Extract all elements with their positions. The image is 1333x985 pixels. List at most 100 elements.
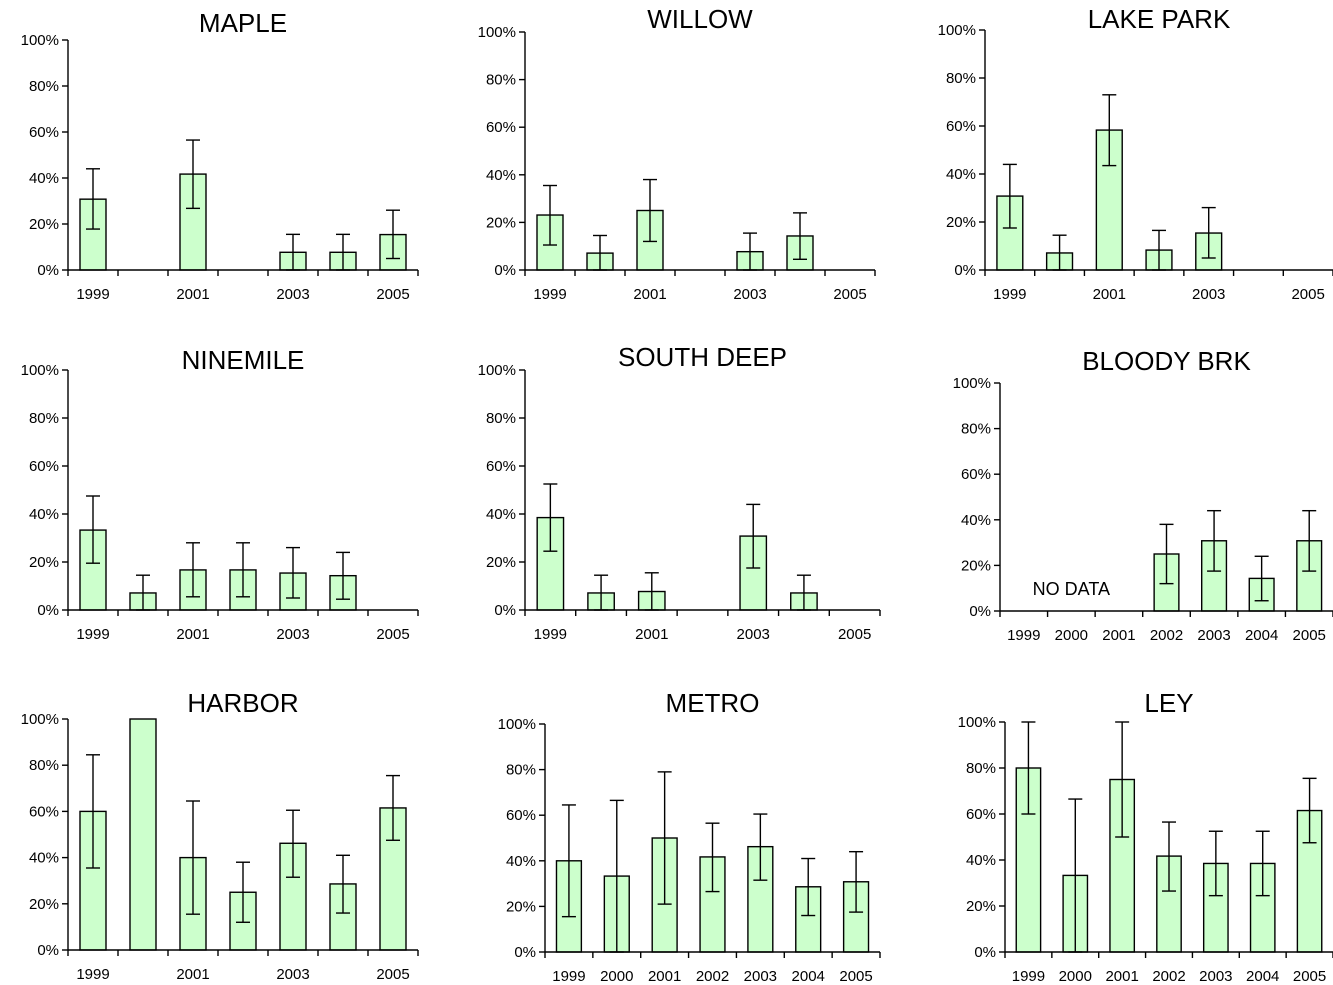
error-bar-ley-1999 xyxy=(1021,721,1036,815)
y-tick-label-south-deep-5: 100% xyxy=(478,362,516,379)
y-tick-label-bloody-brk-4: 80% xyxy=(961,421,991,438)
error-bar-ninemile-2003 xyxy=(286,546,300,599)
x-tick-label-bloody-brk-2002: 2002 xyxy=(1150,627,1183,644)
y-tick-label-bloody-brk-3: 60% xyxy=(961,466,991,483)
panel-title-bloody-brk: BLOODY BRK xyxy=(1082,346,1251,376)
error-bar-ninemile-2002 xyxy=(236,542,250,598)
y-tick-label-metro-2: 40% xyxy=(506,853,536,870)
panel-title-south-deep: SOUTH DEEP xyxy=(618,342,787,372)
x-tick-label-metro-2001: 2001 xyxy=(648,968,681,985)
error-bar-harbor-2004 xyxy=(336,854,350,914)
y-tick-label-willow-2: 40% xyxy=(486,167,516,184)
y-tick-label-bloody-brk-2: 40% xyxy=(961,512,991,529)
x-tick-label-metro-2000: 2000 xyxy=(600,968,633,985)
panel-title-maple: MAPLE xyxy=(199,8,287,38)
y-tick-label-bloody-brk-0: 0% xyxy=(969,603,991,620)
x-tick-label-ley-2000: 2000 xyxy=(1059,968,1092,985)
y-tick-label-bloody-brk-5: 100% xyxy=(953,375,991,392)
y-tick-label-metro-0: 0% xyxy=(514,944,536,961)
x-tick-label-south-deep-2003: 2003 xyxy=(737,626,770,643)
y-tick-label-ley-5: 100% xyxy=(958,714,996,731)
error-bar-bloody-brk-2004 xyxy=(1254,555,1269,602)
y-tick-label-harbor-2: 40% xyxy=(29,850,59,867)
error-bar-ley-2004 xyxy=(1255,830,1270,897)
error-bar-lake-park-2001 xyxy=(1102,94,1117,167)
error-bar-metro-2003 xyxy=(753,813,768,881)
x-tick-label-metro-2003: 2003 xyxy=(744,968,777,985)
y-tick-label-metro-1: 20% xyxy=(506,898,536,915)
y-tick-label-maple-5: 100% xyxy=(21,32,59,49)
y-tick-label-ley-0: 0% xyxy=(974,944,996,961)
error-bar-willow-1999 xyxy=(543,184,557,246)
y-tick-label-metro-5: 100% xyxy=(498,716,536,733)
x-tick-label-bloody-brk-2001: 2001 xyxy=(1102,627,1135,644)
y-tick-label-ninemile-2: 40% xyxy=(29,506,59,523)
y-tick-label-lake-park-4: 80% xyxy=(946,70,976,87)
x-tick-label-willow-1999: 1999 xyxy=(533,286,566,303)
panel-title-harbor: HARBOR xyxy=(187,688,298,718)
x-tick-label-harbor-2003: 2003 xyxy=(276,966,309,983)
y-tick-label-ninemile-4: 80% xyxy=(29,410,59,427)
x-tick-label-bloody-brk-2003: 2003 xyxy=(1197,627,1230,644)
panel-maple: MAPLE 0% 20% 40% 60% 80% 100% 1999 2001 2003 2005 xyxy=(21,8,419,303)
y-tick-label-willow-5: 100% xyxy=(478,24,516,41)
x-tick-label-ley-2004: 2004 xyxy=(1246,968,1279,985)
error-bar-harbor-2005 xyxy=(386,774,400,841)
x-tick-label-ley-1999: 1999 xyxy=(1012,968,1045,985)
x-tick-label-willow-2005: 2005 xyxy=(833,286,866,303)
x-tick-label-harbor-2005: 2005 xyxy=(376,966,409,983)
panel-bloody-brk: BLOODY BRK 0% 20% 40% 60% 80% 100% 1999 2000 2001… xyxy=(953,346,1333,644)
y-tick-label-south-deep-3: 60% xyxy=(486,458,516,475)
panel-harbor: HARBOR 0% 20% 40% 60% 80% 100% 1999 2001 2003 2005 xyxy=(21,688,419,983)
y-tick-label-metro-3: 60% xyxy=(506,807,536,824)
x-tick-label-harbor-2001: 2001 xyxy=(176,966,209,983)
y-tick-label-maple-3: 60% xyxy=(29,124,59,141)
y-tick-label-south-deep-1: 20% xyxy=(486,554,516,571)
error-bar-bloody-brk-2002 xyxy=(1159,523,1174,585)
y-tick-label-harbor-3: 60% xyxy=(29,803,59,820)
panel-south-deep: SOUTH DEEP 0% 20% 40% 60% 80% 100% 1999 2001 2003… xyxy=(478,342,881,643)
y-tick-label-maple-1: 20% xyxy=(29,216,59,233)
panel-title-metro: METRO xyxy=(666,688,760,718)
panel-ninemile: NINEMILE 0% 20% 40% 60% 80% 100% 1999 2001 2003 20… xyxy=(21,345,419,643)
y-tick-label-lake-park-2: 40% xyxy=(946,166,976,183)
y-tick-label-metro-4: 80% xyxy=(506,762,536,779)
error-bar-harbor-2003 xyxy=(286,809,300,878)
y-tick-label-willow-1: 20% xyxy=(486,214,516,231)
y-tick-label-harbor-5: 100% xyxy=(21,711,59,728)
y-tick-label-harbor-0: 0% xyxy=(37,942,59,959)
panel-ley: LEY 0% 20% 40% 60% 80% 100% 1999 2000 2001 2002 200… xyxy=(958,688,1333,985)
error-bar-maple-1999 xyxy=(86,168,100,230)
panel-title-willow: WILLOW xyxy=(647,4,753,34)
x-tick-label-willow-2001: 2001 xyxy=(633,286,666,303)
y-tick-label-willow-3: 60% xyxy=(486,119,516,136)
error-bar-ley-2002 xyxy=(1162,821,1176,892)
error-bar-lake-park-1999 xyxy=(1002,163,1017,229)
error-bar-bloody-brk-2005 xyxy=(1302,509,1317,572)
error-bar-metro-2002 xyxy=(705,822,720,893)
y-tick-label-harbor-4: 80% xyxy=(29,757,59,774)
error-bar-maple-2005 xyxy=(386,209,400,260)
y-tick-label-maple-0: 0% xyxy=(37,262,59,279)
error-bar-ninemile-2001 xyxy=(186,542,200,598)
y-tick-label-lake-park-0: 0% xyxy=(954,262,976,279)
error-bar-willow-2004 xyxy=(793,212,807,260)
y-tick-label-ley-4: 80% xyxy=(966,760,996,777)
y-tick-label-lake-park-1: 20% xyxy=(946,214,976,231)
error-bar-metro-1999 xyxy=(561,804,576,918)
y-tick-label-ninemile-5: 100% xyxy=(21,362,59,379)
x-tick-label-bloody-brk-2004: 2004 xyxy=(1245,627,1278,644)
error-bar-metro-2001 xyxy=(657,771,672,905)
x-tick-label-maple-2003: 2003 xyxy=(276,286,309,303)
error-bar-south-deep-2003 xyxy=(746,503,761,569)
x-tick-label-ninemile-2003: 2003 xyxy=(276,626,309,643)
x-tick-label-maple-2005: 2005 xyxy=(376,286,409,303)
error-bar-metro-2005 xyxy=(849,850,864,913)
error-bar-south-deep-1999 xyxy=(543,483,558,552)
y-tick-label-ley-2: 40% xyxy=(966,852,996,869)
y-tick-label-ninemile-1: 20% xyxy=(29,554,59,571)
x-tick-label-metro-2005: 2005 xyxy=(839,968,872,985)
x-tick-label-ninemile-1999: 1999 xyxy=(76,626,109,643)
error-bar-ninemile-2004 xyxy=(336,551,350,600)
y-tick-label-willow-4: 80% xyxy=(486,72,516,89)
